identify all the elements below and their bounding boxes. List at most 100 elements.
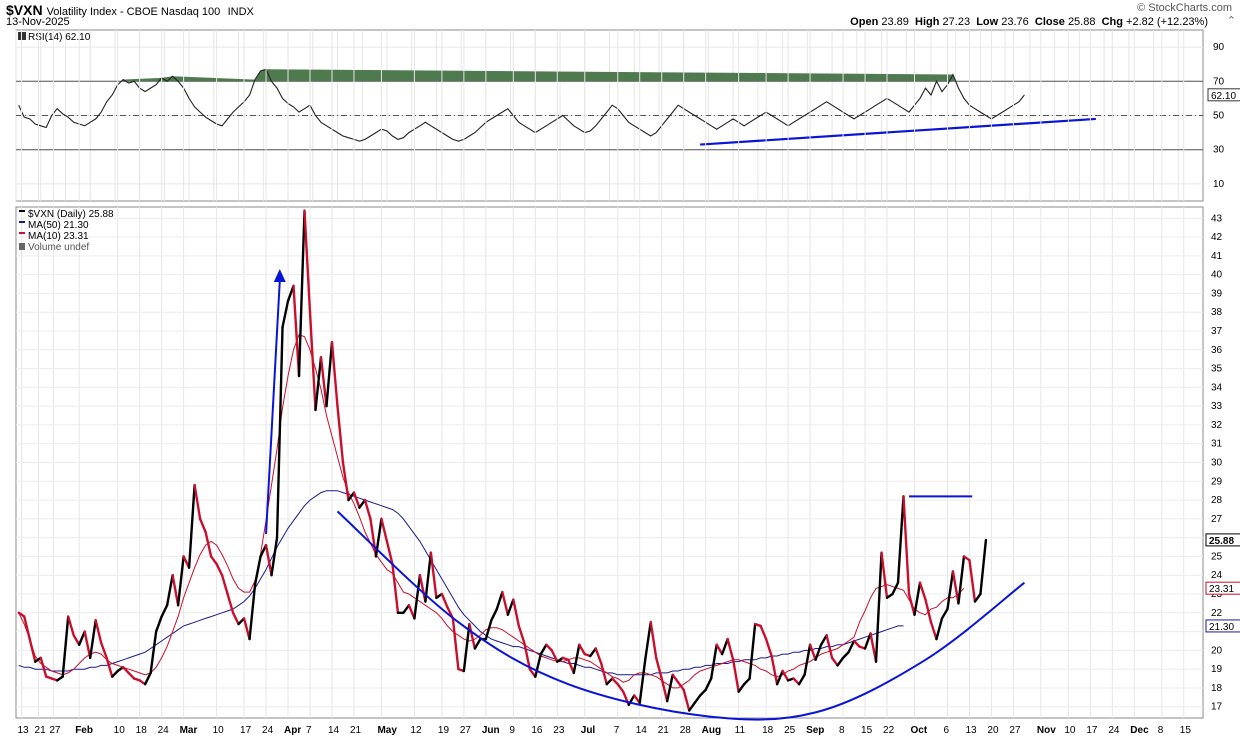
price-segment: [737, 682, 746, 693]
price-segment: [808, 643, 817, 661]
price-segment: [72, 634, 81, 646]
price-segment: [88, 619, 97, 660]
open-value: 23.89: [881, 16, 909, 28]
price-segment: [847, 639, 856, 654]
low-label: Low: [976, 16, 999, 28]
price-segment: [550, 649, 559, 663]
price-segment: [896, 495, 905, 584]
price-tick-label: 19: [1211, 664, 1223, 675]
x-tick-label: 21: [658, 725, 670, 736]
price-segment: [352, 491, 361, 509]
price-segment: [231, 611, 240, 626]
x-tick-label: 14: [328, 725, 340, 736]
price-segment: [380, 517, 389, 543]
price-segment: [720, 637, 729, 656]
price-segment: [270, 536, 279, 577]
x-tick-label: Feb: [75, 725, 93, 736]
price-segment: [918, 581, 927, 601]
price-segment: [176, 555, 185, 607]
close-value: 25.88: [1067, 16, 1096, 28]
price-segment: [319, 356, 328, 408]
price-segment: [28, 637, 37, 663]
x-tick-label: 13: [17, 725, 29, 736]
price-segment: [534, 652, 543, 678]
chart-date: 13-Nov-2025: [6, 16, 70, 28]
price-segment: [704, 677, 713, 692]
price-segment: [292, 284, 301, 378]
price-segment: [99, 641, 108, 660]
price-segment: [171, 574, 180, 607]
x-tick-label: 24: [158, 725, 170, 736]
scroll-chevron-icon[interactable]: ⌃: [1226, 15, 1236, 27]
x-tick-label: 25: [784, 725, 796, 736]
rsi-last-value: 62.10: [1211, 91, 1236, 102]
x-tick-label: 10: [114, 725, 126, 736]
price-segment: [418, 574, 427, 603]
price-tick-label: 34: [1211, 382, 1223, 393]
price-segment: [121, 666, 130, 675]
price-segment: [874, 551, 883, 663]
price-segment: [940, 607, 949, 620]
price-segment: [468, 622, 477, 650]
x-tick-label: 23: [553, 725, 565, 736]
price-segment: [545, 643, 553, 652]
price-segment: [649, 620, 658, 660]
price-segment: [676, 681, 685, 692]
price-segment: [495, 590, 504, 611]
x-tick-label: 27: [460, 725, 472, 736]
price-segment: [165, 574, 174, 607]
price-segment: [830, 656, 839, 667]
x-tick-label: 22: [883, 725, 895, 736]
low-value: 23.76: [1001, 16, 1029, 28]
x-tick-label: Jul: [581, 725, 596, 736]
price-segment: [644, 620, 652, 661]
price-segment: [600, 662, 608, 686]
price-segment: [385, 540, 394, 566]
rsi-legend: RSI(14) 62.10: [28, 32, 91, 43]
legend-swatch: [19, 243, 25, 250]
price-segment: [402, 604, 411, 614]
price-tick-label: 39: [1211, 288, 1223, 299]
price-segment: [726, 637, 735, 661]
price-segment: [863, 632, 872, 650]
price-segment: [572, 643, 581, 675]
price-tick-label: 28: [1211, 495, 1223, 506]
price-tick-label: 20: [1211, 645, 1223, 656]
price-segment: [902, 495, 911, 596]
x-tick-label: Apr: [284, 725, 301, 736]
price-segment: [325, 341, 334, 408]
price-segment: [770, 654, 779, 686]
price-segment: [814, 643, 823, 661]
symbol: $VXN: [6, 2, 43, 18]
price-segment: [303, 209, 312, 314]
price-tick-label: 38: [1211, 307, 1223, 318]
x-tick-label: Mar: [180, 725, 198, 736]
price-segment: [819, 634, 828, 646]
legend-entry: MA(10) 23.31: [28, 231, 89, 242]
x-tick-label: 15: [1180, 725, 1192, 736]
price-tick-label: 43: [1211, 213, 1223, 224]
rsi-tick-label: 90: [1213, 42, 1225, 53]
x-tick-label: 13: [965, 725, 977, 736]
price-tick-label: 31: [1211, 439, 1223, 450]
price-segment: [490, 607, 499, 622]
x-tick-label: 15: [861, 725, 873, 736]
ohlc-quote: Open 23.89 High 27.23 Low 23.76 Close 25…: [850, 16, 1208, 28]
price-segment: [709, 643, 718, 680]
rsi-last-value-box: [1207, 88, 1240, 102]
high-label: High: [915, 16, 940, 28]
price-segment: [314, 356, 323, 412]
price-segment: [440, 592, 449, 609]
price-last-label-box: [1205, 533, 1240, 547]
price-segment: [429, 551, 438, 599]
price-segment: [929, 620, 938, 641]
x-tick-label: 9: [509, 725, 515, 736]
price-segment: [226, 592, 235, 614]
price-segment: [484, 619, 493, 641]
rsi-tick-label: 10: [1213, 179, 1225, 190]
price-segment: [308, 311, 317, 412]
chg-value: +2.82 (+12.23%): [1126, 16, 1208, 28]
price-segment: [94, 619, 103, 645]
price-segment: [220, 574, 229, 596]
